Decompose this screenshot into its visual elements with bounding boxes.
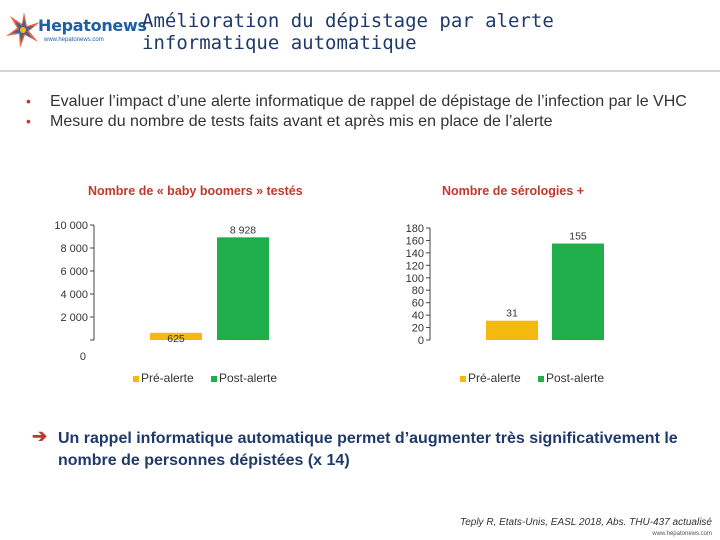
y-tick-label: 10 000 [54,220,88,232]
y-tick-label: 20 [412,323,424,335]
legend-swatch [211,376,217,382]
legend-label: Post-alerte [219,371,277,385]
y-tick-label: 0 [418,335,424,347]
data-label: 8 928 [230,224,256,236]
y-tick-label: 140 [406,248,424,260]
bar-pre-alerte [486,320,538,340]
y-tick-label: 40 [412,310,424,322]
hepatonews-logo: Hepatonews www.hepatonews.com [4,6,147,56]
y-tick-label: 4 000 [60,289,88,301]
chart-1-baby-boomers: 0 2 000 4 000 6 000 8 000 10 000 625 8 928 Pré-a… [54,220,277,385]
page-title: Amélioration du dépistage par alerte inf… [142,10,554,54]
bullet-list: • Evaluer l’impact d’une alerte informat… [26,92,706,132]
legend-swatch [133,376,139,382]
legend-label: Post-alerte [546,371,604,385]
bullet-text: Evaluer l’impact d’une alerte informatiq… [50,93,687,110]
logo-name: Hepatonews [38,16,147,35]
bar-post-alerte [552,243,604,340]
bar-post-alerte [217,237,269,340]
legend-label: Pré-alerte [141,371,194,385]
y-tick-label: 2 000 [60,312,88,324]
bullet-text: Mesure du nombre de tests faits avant et… [50,113,553,130]
conclusion-text: Un rappel informatique automatique perme… [58,430,678,469]
y-tick-label: 60 [412,298,424,310]
legend-swatch [460,376,466,382]
y-tick-label: 160 [406,235,424,247]
legend-label: Pré-alerte [468,371,521,385]
legend-swatch [538,376,544,382]
y-tick-label: 6 000 [60,266,88,278]
y-tick-label: 100 [406,273,424,285]
bullet-dot-icon: • [26,93,31,109]
data-label: 625 [167,333,185,345]
logo-star-icon [6,12,40,48]
chart-1-title: Nombre de « baby boomers » testés [88,184,303,198]
footer-url: www.hepatonews.com [652,531,712,537]
bullet-item: • Evaluer l’impact d’une alerte informat… [26,92,706,111]
y-tick-label: 8 000 [60,243,88,255]
data-label: 155 [569,231,587,243]
chart-2-title: Nombre de sérologies + [442,184,585,198]
bullet-dot-icon: • [26,113,31,129]
bullet-item: • Mesure du nombre de tests faits avant … [26,112,706,131]
bar-pre-alerte [150,332,202,340]
y-tick-label: 180 [406,223,424,235]
reference: Teply R, Etats-Unis, EASL 2018, Abs. THU… [460,517,712,528]
title-divider [0,70,720,72]
logo-url: www.hepatonews.com [44,37,104,43]
y-tick-label: 80 [412,285,424,297]
data-label: 31 [506,308,518,320]
arrow-right-icon: ➔ [32,426,48,446]
y-tick-label: 120 [406,260,424,272]
conclusion: Un rappel informatique automatique perme… [34,428,684,472]
y-tick-label: 0 [80,351,86,363]
